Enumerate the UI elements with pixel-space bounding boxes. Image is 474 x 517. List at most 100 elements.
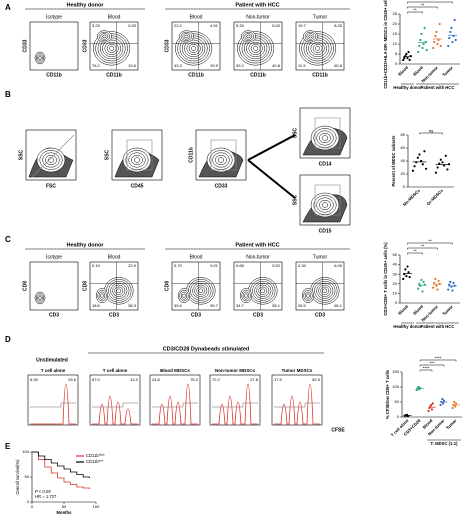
tick-label: 50 (62, 504, 67, 509)
contour (112, 284, 126, 297)
contour (310, 192, 340, 218)
bracket (407, 1, 453, 4)
significance: **** (423, 365, 430, 370)
point (425, 48, 428, 52)
contour (36, 147, 66, 173)
contour (240, 30, 256, 43)
contour (116, 288, 122, 293)
bracket (419, 132, 443, 135)
survival-curve (32, 451, 90, 478)
point (411, 169, 415, 172)
axis-label: CD3 (315, 312, 325, 318)
significance: ** (428, 238, 432, 243)
contour (215, 154, 227, 166)
contour (301, 288, 315, 304)
quadrant-value: 9.01 (210, 263, 219, 268)
contour (302, 30, 318, 43)
axis-label: CD14 (319, 161, 332, 167)
point (432, 286, 435, 289)
point (451, 40, 454, 44)
contour (95, 33, 128, 64)
point (437, 38, 440, 42)
point (449, 30, 452, 34)
hist-frame (27, 374, 79, 426)
axis-label: CD8 (82, 281, 88, 291)
plot-title: Tumor (313, 14, 328, 20)
plot-title: Non-tumor (246, 14, 270, 20)
hist-frame (209, 374, 261, 426)
significance: ** (421, 2, 425, 7)
tick-label: 80 (401, 132, 406, 137)
point (436, 42, 439, 46)
contour (36, 293, 44, 303)
point (439, 403, 442, 407)
histogram (212, 383, 258, 425)
contour (301, 33, 334, 64)
plot-title: Isotype (46, 14, 62, 20)
group-header: CD3/CD28 Dynabeads stimulated (163, 346, 250, 352)
point (422, 280, 425, 283)
tick-label: 5 (395, 51, 398, 56)
point (418, 44, 421, 48)
quadrant-value: 60.6 (334, 63, 343, 68)
contour (42, 152, 60, 168)
group-header: Patient with HCC (235, 242, 279, 248)
contour (209, 150, 233, 170)
axis-label: Overall survival(%) (15, 459, 20, 495)
plot-title: Blood (108, 14, 121, 20)
contour (106, 43, 117, 53)
contour (314, 280, 336, 301)
point (427, 409, 430, 413)
axis-label: CD3 (49, 312, 59, 318)
quadrant-value: 29.9 (210, 63, 219, 68)
axis-label: SSC (292, 127, 298, 138)
contour (122, 147, 152, 173)
point (446, 168, 449, 171)
point (417, 50, 420, 54)
axis-label: CD11b (106, 72, 122, 78)
point (449, 280, 452, 283)
contour (242, 291, 250, 300)
hist-value: 87.0 (92, 377, 101, 382)
quadrant-value: 5.00 (272, 23, 281, 28)
tick-label: 10 (393, 290, 398, 295)
axis-label: CD11b (188, 147, 194, 163)
point (406, 56, 409, 60)
hist-title: Blood MDSCs (160, 368, 190, 373)
plot-title: Non-tumor (246, 254, 270, 260)
point (454, 405, 457, 408)
contour (110, 282, 128, 299)
point (438, 282, 441, 285)
group-label: Healthy donor (393, 324, 422, 329)
bracket (419, 364, 445, 367)
axis-label: % CFSElow CD8+ T cells (385, 369, 390, 419)
point (424, 167, 428, 170)
gate (314, 184, 341, 216)
point (418, 153, 421, 156)
group-label: Patient with HCC (421, 85, 455, 90)
category-label: Blood (412, 65, 424, 77)
contour (316, 282, 334, 299)
axis-label: SSC (18, 149, 24, 160)
point (437, 279, 440, 283)
quadrant-value: 18.6 (92, 303, 101, 308)
point (454, 38, 457, 42)
bracket (407, 247, 438, 250)
legend-sup: high (99, 452, 105, 456)
tick-label: 0 (397, 414, 400, 419)
axis-label: CD33 (164, 39, 170, 52)
tick-label: 50 (393, 252, 398, 257)
contour (178, 30, 194, 43)
point (408, 58, 411, 62)
contour (322, 288, 328, 293)
contour (133, 157, 141, 163)
tick-label: 10 (393, 41, 398, 46)
group-header: Healthy donor (67, 2, 105, 8)
quadrant-value: 0.68 (236, 263, 245, 268)
contour (254, 282, 272, 299)
quadrant-value: 39.2 (236, 63, 245, 68)
contour (252, 280, 274, 301)
tick-label: 50 (25, 474, 30, 479)
category-label: Tumor (445, 418, 458, 431)
